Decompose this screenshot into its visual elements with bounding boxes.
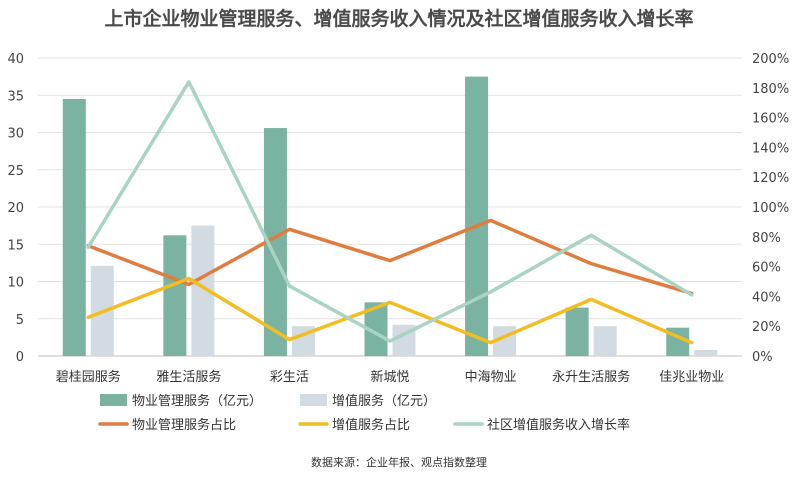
- bar-property-mgmt: [62, 98, 86, 356]
- x-category-label: 彩生活: [270, 370, 309, 385]
- y-left-tick-label: 10: [7, 276, 24, 291]
- bar-value-added: [593, 326, 617, 356]
- x-category-label: 新城悦: [370, 369, 409, 385]
- bar-value-added: [191, 225, 215, 356]
- bar-property-mgmt: [364, 302, 388, 356]
- legend-label: 物业管理服务（亿元）: [132, 393, 262, 409]
- legend-label: 社区增值服务收入增长率: [487, 417, 630, 433]
- line-community-growth-rate: [86, 80, 694, 343]
- y-left-tick-label: 0: [16, 350, 24, 365]
- gridlines: [38, 57, 742, 357]
- legend-label: 增值服务（亿元）: [332, 393, 436, 409]
- bar-property-mgmt: [163, 235, 187, 356]
- x-category-label: 雅生活服务: [156, 369, 221, 385]
- line-property-mgmt-share: [86, 218, 694, 296]
- y-right-tick-label: 180%: [752, 82, 789, 97]
- y-left-tick-label: 5: [16, 313, 24, 328]
- x-category-label: 永升生活服务: [552, 369, 630, 385]
- x-category-label: 佳兆业物业: [659, 370, 724, 385]
- y-right-tick-label: 0%: [752, 350, 773, 365]
- source-note: 数据来源：企业年报、观点指数整理: [311, 456, 487, 469]
- y-right-tick-label: 160%: [752, 112, 789, 127]
- legend-label: 增值服务占比: [332, 417, 410, 433]
- y-left-tick-label: 35: [7, 89, 24, 104]
- y-left-tick-label: 20: [7, 201, 24, 216]
- y-left-tick-label: 30: [7, 127, 24, 142]
- chart-title: 上市企业物业管理服务、增值服务收入情况及社区增值服务收入增长率: [104, 8, 694, 30]
- y-right-tick-label: 40%: [752, 290, 781, 305]
- y-left-tick-label: 40: [7, 52, 24, 67]
- bar-property-mgmt: [465, 76, 489, 356]
- bar-property-mgmt: [565, 307, 589, 356]
- bar-value-added: [694, 350, 718, 356]
- bar-series-layer: [62, 76, 718, 356]
- legend-swatch: [300, 394, 327, 406]
- y-right-tick-label: 200%: [752, 52, 789, 67]
- y-right-tick-label: 140%: [752, 141, 789, 156]
- axis-labels: 0 5 10 15 20 25 30 35 40 0% 20% 40% 60% 80% 100% 120% 14…: [7, 52, 789, 385]
- y-right-tick-label: 120%: [752, 171, 789, 186]
- x-category-label: 中海物业: [465, 370, 517, 385]
- y-right-tick-label: 100%: [752, 201, 789, 216]
- legend-label: 物业管理服务占比: [132, 417, 236, 433]
- y-left-tick-label: 15: [7, 238, 24, 253]
- line-series-layer: [86, 80, 694, 345]
- x-category-label: 碧桂园服务: [56, 369, 121, 385]
- legend-swatch: [100, 394, 127, 406]
- bar-property-mgmt: [263, 128, 287, 356]
- y-left-tick-label: 25: [7, 164, 24, 179]
- y-right-tick-label: 80%: [752, 231, 781, 246]
- y-right-tick-label: 20%: [752, 320, 781, 335]
- legend: 物业管理服务（亿元） 增值服务（亿元） 物业管理服务占比 增值服务占比 社区增值服务收入…: [98, 393, 630, 433]
- y-right-tick-label: 60%: [752, 261, 781, 276]
- line-value-added-share: [86, 276, 694, 345]
